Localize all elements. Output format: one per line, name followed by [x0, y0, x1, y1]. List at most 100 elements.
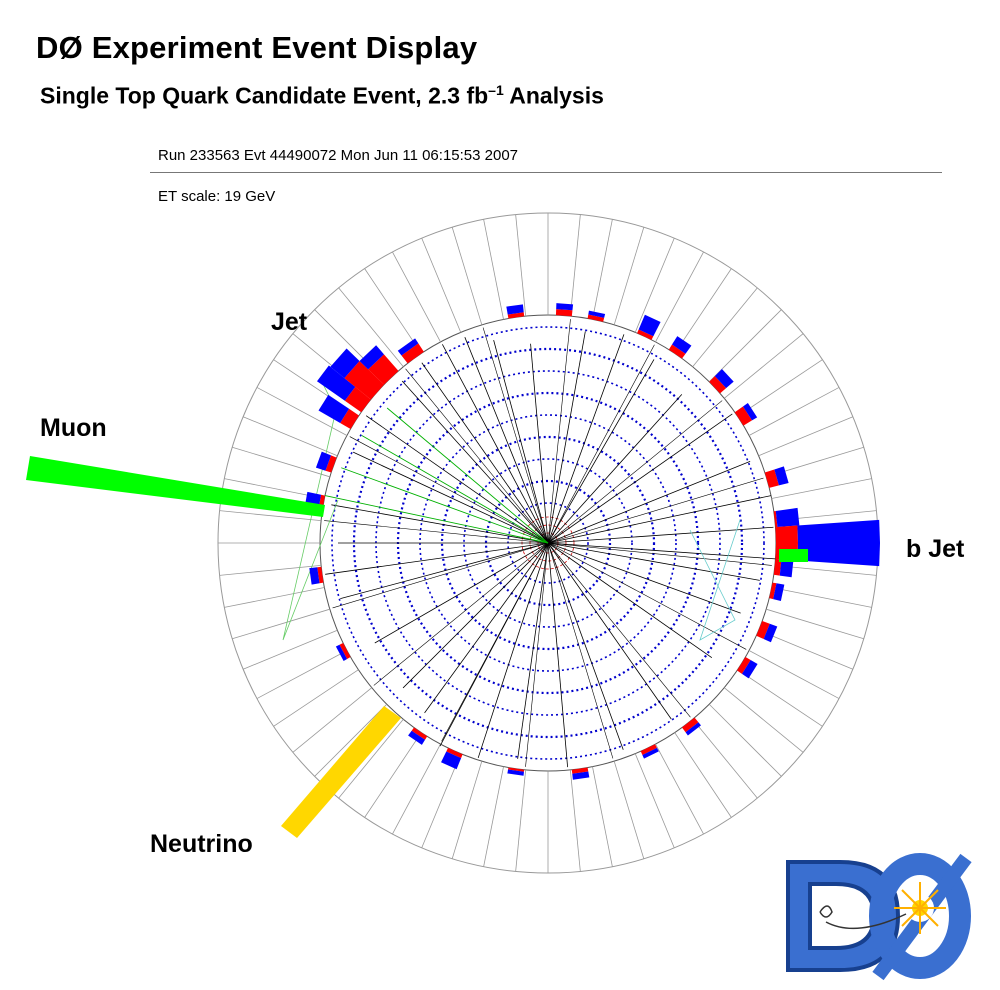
em-energy-deposit [344, 360, 384, 400]
hadronic-energy-deposit [741, 660, 758, 679]
tower-boundary [224, 587, 325, 608]
track [340, 542, 549, 600]
muon-bar [26, 456, 325, 517]
em-energy-deposit [737, 657, 751, 674]
tower-boundary [515, 214, 527, 317]
muon-marker-small [779, 549, 808, 562]
sector-line [547, 542, 614, 759]
track [493, 340, 549, 544]
em-energy-deposit [507, 312, 525, 319]
tower-boundary [737, 669, 823, 727]
subtitle-tail: Analysis [503, 82, 604, 109]
sector-line [547, 400, 723, 544]
hadronic-energy-deposit [763, 623, 778, 643]
b-jet-label: b Jet [906, 535, 965, 563]
tower-boundary [451, 761, 483, 859]
track [547, 413, 733, 544]
em-energy-deposit [637, 329, 654, 340]
em-energy-deposit [668, 344, 686, 359]
hadronic-energy-deposit [685, 722, 701, 736]
hadronic-energy-deposit [773, 583, 785, 602]
tower-boundary [758, 416, 854, 457]
hadronic-energy-deposit [330, 348, 360, 379]
muon-track [386, 407, 549, 544]
hadronic-energy-deposit [714, 369, 734, 389]
tower-boundary [748, 650, 840, 699]
hadronic-energy-deposit [556, 303, 574, 311]
track [547, 526, 774, 544]
tower-boundary [483, 766, 504, 867]
hadronic-energy-deposit [588, 310, 606, 318]
track [424, 542, 549, 714]
track [547, 394, 683, 544]
em-energy-deposit [571, 767, 589, 774]
tower-boundary [256, 650, 348, 699]
tower-boundary [569, 214, 581, 317]
track [530, 343, 549, 544]
sector-line [547, 542, 747, 650]
track [547, 542, 741, 614]
tower-boundary [692, 287, 758, 368]
em-energy-deposit [682, 717, 699, 733]
track [547, 542, 776, 560]
em-energy-deposit [773, 510, 778, 528]
em-energy-deposit [446, 747, 463, 759]
hadronic-energy-deposit [797, 543, 880, 567]
tower-boundary [748, 387, 840, 436]
em-energy-deposit [734, 406, 753, 426]
em-energy-deposit [401, 343, 424, 364]
track [352, 451, 549, 544]
subtitle-main: Single Top Quark Candidate Event, 2.3 fb [40, 82, 489, 109]
track [547, 334, 625, 544]
sector-line [547, 477, 764, 544]
track [547, 542, 713, 659]
tracker-ring [440, 435, 656, 651]
page-subtitle: Single Top Quark Candidate Event, 2.3 fb… [40, 82, 604, 110]
track [421, 362, 549, 544]
em-energy-deposit [317, 566, 324, 584]
b-jet-cone-outline [689, 519, 741, 641]
muon-label: Muon [40, 414, 107, 442]
tower-boundary [219, 510, 322, 522]
hadronic-energy-deposit [335, 644, 348, 661]
em-energy-deposit [555, 309, 573, 317]
tower-boundary [242, 416, 338, 457]
sector-line [405, 368, 549, 544]
em-energy-deposit [339, 642, 351, 659]
hadronic-energy-deposit [397, 338, 419, 356]
hadronic-energy-deposit [506, 304, 524, 315]
em-energy-deposit [775, 525, 798, 543]
tower-boundary [655, 251, 704, 343]
hadronic-energy-deposit [775, 507, 800, 527]
neutrino-bar [281, 706, 401, 838]
em-energy-deposit [340, 408, 359, 429]
tracker-ring [352, 347, 744, 739]
track [547, 460, 751, 544]
tower-boundary [338, 287, 404, 368]
track [374, 542, 549, 644]
sector-line [324, 520, 549, 544]
hadronic-energy-deposit [309, 567, 320, 585]
hadronic-energy-deposit [572, 771, 590, 780]
tower-boundary [364, 732, 422, 818]
hadronic-energy-deposit [779, 559, 794, 578]
track [402, 542, 549, 689]
tower-boundary [771, 478, 872, 499]
sector-line [482, 327, 549, 544]
hadronic-energy-deposit [742, 403, 758, 421]
track [547, 331, 586, 544]
hadronic-energy-deposit [774, 466, 789, 486]
tower-boundary [292, 687, 373, 753]
tracker-ring [463, 458, 633, 628]
neutrino-label: Neutrino [150, 830, 253, 858]
muon-track [324, 495, 549, 544]
em-energy-deposit [773, 558, 782, 576]
tower-boundary [421, 753, 462, 849]
hadronic-energy-deposit [638, 314, 661, 337]
tracker-ring [484, 479, 612, 607]
particle-tracks [282, 319, 776, 768]
tower-boundary [766, 608, 864, 640]
sector-line [547, 344, 655, 544]
tower-boundary [674, 732, 732, 818]
tower-boundary [392, 251, 441, 343]
